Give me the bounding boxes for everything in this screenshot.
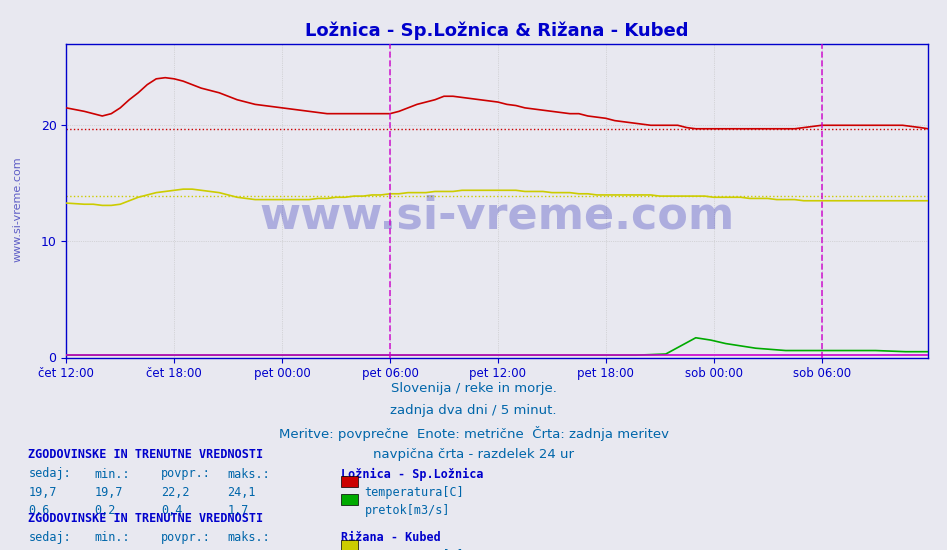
- Text: Slovenija / reke in morje.: Slovenija / reke in morje.: [390, 382, 557, 395]
- Text: temperatura[C]: temperatura[C]: [365, 486, 464, 499]
- Text: sedaj:: sedaj:: [28, 531, 71, 544]
- Text: 24,1: 24,1: [227, 486, 256, 499]
- Text: 22,2: 22,2: [161, 486, 189, 499]
- Text: temperatura[C]: temperatura[C]: [365, 549, 464, 550]
- Text: pretok[m3/s]: pretok[m3/s]: [365, 504, 450, 517]
- Text: 0,4: 0,4: [161, 504, 183, 517]
- Title: Ložnica - Sp.Ložnica & Rižana - Kubed: Ložnica - Sp.Ložnica & Rižana - Kubed: [306, 21, 688, 40]
- Text: 1,7: 1,7: [227, 504, 249, 517]
- Text: 14,7: 14,7: [227, 549, 256, 550]
- Text: 0,6: 0,6: [28, 504, 50, 517]
- Text: 19,7: 19,7: [28, 486, 57, 499]
- Text: ZGODOVINSKE IN TRENUTNE VREDNOSTI: ZGODOVINSKE IN TRENUTNE VREDNOSTI: [28, 512, 263, 525]
- Text: ZGODOVINSKE IN TRENUTNE VREDNOSTI: ZGODOVINSKE IN TRENUTNE VREDNOSTI: [28, 448, 263, 461]
- Text: navpična črta - razdelek 24 ur: navpična črta - razdelek 24 ur: [373, 448, 574, 461]
- Text: 12,9: 12,9: [95, 549, 123, 550]
- Text: min.:: min.:: [95, 468, 131, 481]
- Text: sedaj:: sedaj:: [28, 468, 71, 481]
- Text: Ložnica - Sp.Ložnica: Ložnica - Sp.Ložnica: [341, 468, 483, 481]
- Bar: [341, 476, 358, 487]
- Text: povpr.:: povpr.:: [161, 531, 211, 544]
- Text: min.:: min.:: [95, 531, 131, 544]
- Bar: [341, 540, 358, 550]
- Text: Rižana - Kubed: Rižana - Kubed: [341, 531, 440, 544]
- Text: 19,7: 19,7: [95, 486, 123, 499]
- Text: povpr.:: povpr.:: [161, 468, 211, 481]
- Text: 0,2: 0,2: [95, 504, 116, 517]
- Text: zadnja dva dni / 5 minut.: zadnja dva dni / 5 minut.: [390, 404, 557, 417]
- Text: Meritve: povprečne  Enote: metrične  Črta: zadnja meritev: Meritve: povprečne Enote: metrične Črta:…: [278, 426, 669, 441]
- Text: www.si-vreme.com: www.si-vreme.com: [12, 156, 22, 262]
- Text: www.si-vreme.com: www.si-vreme.com: [259, 195, 735, 238]
- Bar: [341, 494, 358, 505]
- Text: 13,5: 13,5: [28, 549, 57, 550]
- Text: maks.:: maks.:: [227, 468, 270, 481]
- Text: 13,9: 13,9: [161, 549, 189, 550]
- Text: maks.:: maks.:: [227, 531, 270, 544]
